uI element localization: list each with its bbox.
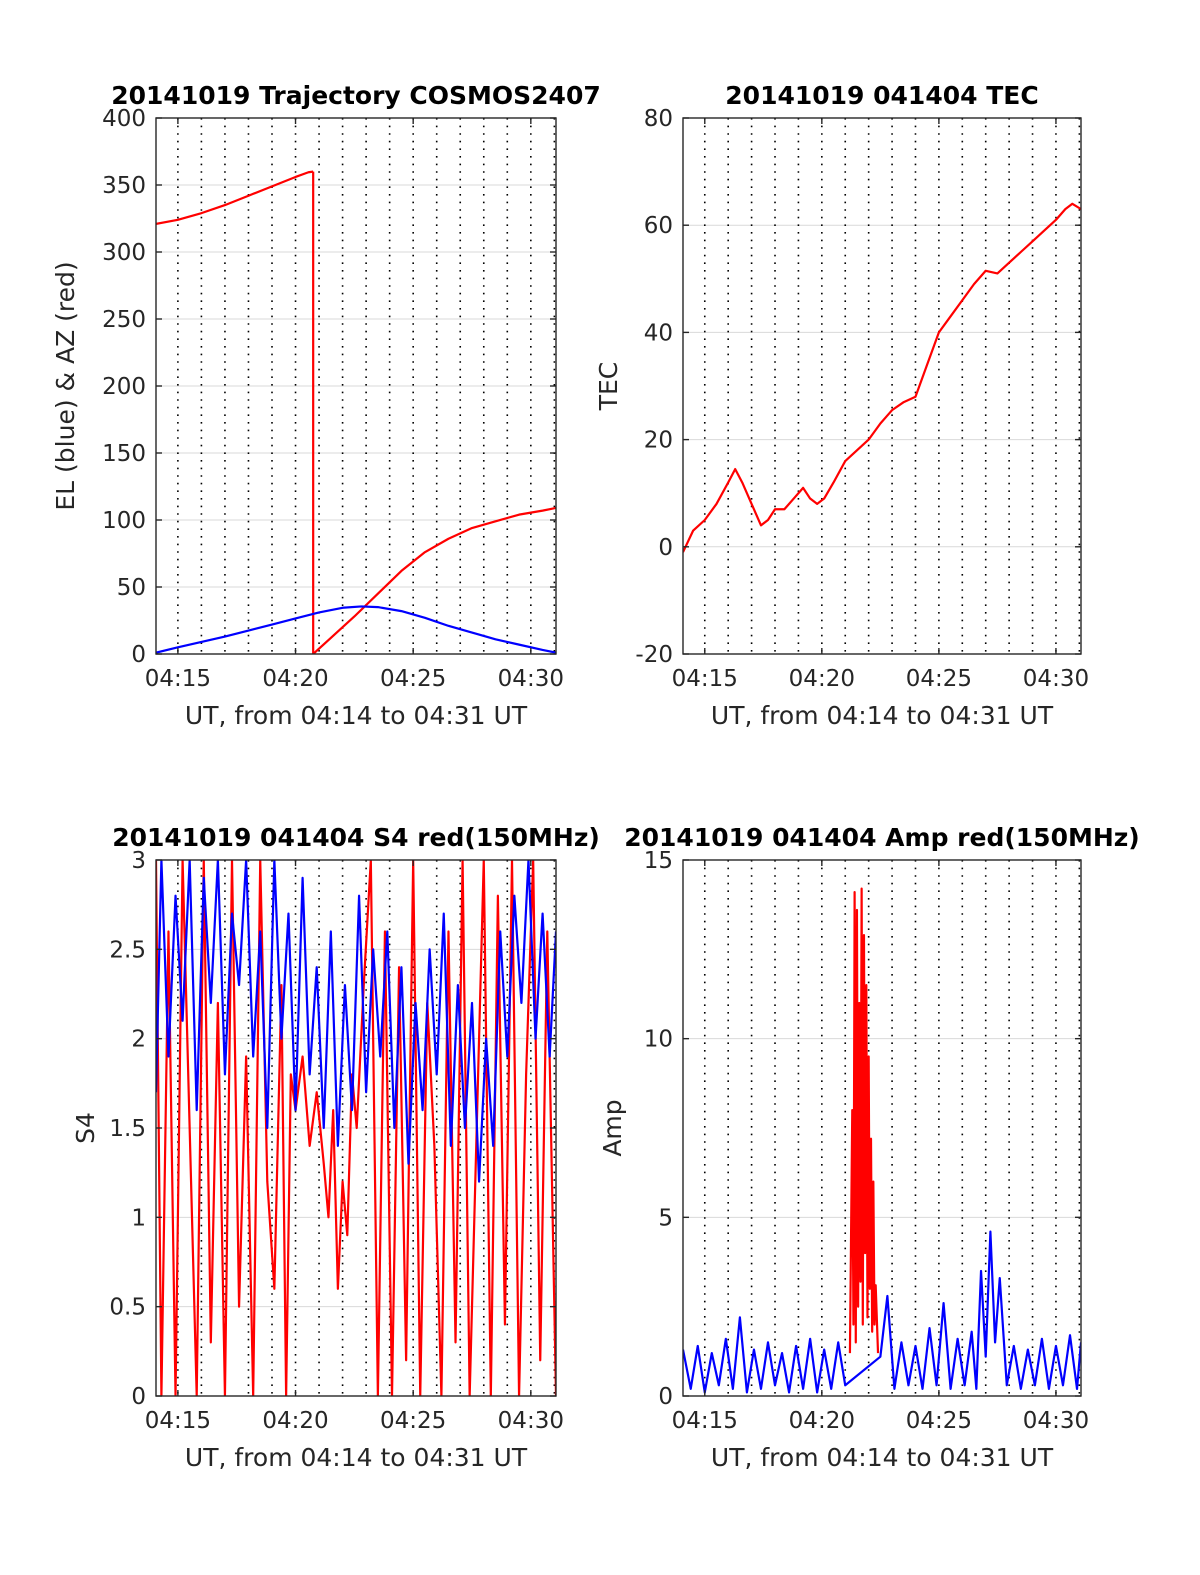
- x-axis-label: UT, from 04:14 to 04:31 UT: [185, 1443, 528, 1472]
- y-tick-label: 400: [102, 106, 146, 132]
- y-tick-label: 250: [102, 307, 146, 333]
- y-tick-label: 5: [658, 1205, 673, 1231]
- x-tick-label: 04:25: [380, 666, 446, 692]
- series-group: [683, 202, 1081, 553]
- series-line-1: [156, 860, 556, 1183]
- x-tick-label: 04:25: [380, 1408, 446, 1434]
- y-tick-label: 3: [131, 848, 146, 874]
- y-tick-label: 0: [131, 1384, 146, 1410]
- series-line-3: [156, 605, 556, 654]
- axes-box: [682, 117, 1082, 655]
- series-group: [683, 887, 1081, 1394]
- y-tick-label: 0: [658, 535, 673, 561]
- y-tick-label: 100: [102, 508, 146, 534]
- x-tick-label: 04:20: [262, 1408, 328, 1434]
- y-axis-label: Amp: [598, 1099, 627, 1156]
- x-tick-label: 04:20: [789, 1408, 855, 1434]
- x-tick-label: 04:15: [672, 1408, 738, 1434]
- y-tick-label: 150: [102, 441, 146, 467]
- y-tick-label: 20: [644, 428, 673, 454]
- y-tick-label: 80: [644, 106, 673, 132]
- y-tick-label: 0: [131, 642, 146, 668]
- x-axis-label: UT, from 04:14 to 04:31 UT: [711, 701, 1054, 730]
- x-tick-label: 04:15: [672, 666, 738, 692]
- y-tick-label: 2: [131, 1027, 146, 1053]
- series-group: [156, 170, 556, 654]
- x-tick-label: 04:30: [1023, 1408, 1089, 1434]
- chart-amp: 0 5 10 15 04:15 04:20 04:25 04:30 20141019 04140…: [598, 823, 1140, 1472]
- x-tick-label: 04:30: [498, 666, 564, 692]
- series-line-1: [683, 1230, 1081, 1394]
- x-tick-label: 04:25: [906, 1408, 972, 1434]
- x-tick-label: 04:20: [262, 666, 328, 692]
- x-tick-label: 04:15: [145, 666, 211, 692]
- y-tick-label: 50: [117, 575, 146, 601]
- y-tick-label: 10: [644, 1027, 673, 1053]
- series-line-0: [156, 170, 314, 225]
- y-tick-label: 1: [131, 1205, 146, 1231]
- series-line-2: [312, 506, 556, 654]
- y-tick-label: 200: [102, 374, 146, 400]
- x-tick-label: 04:30: [1023, 666, 1089, 692]
- chart-s4: 0 0.5 1 1.5 2 2.5 3 04:15 04:20 04:25 04:30 2014101…: [71, 823, 600, 1472]
- x-tick-label: 04:25: [906, 666, 972, 692]
- chart-title: 20141019 041404 S4 red(150MHz): [112, 823, 600, 852]
- x-axis-label: UT, from 04:14 to 04:31 UT: [185, 701, 528, 730]
- series-line-0: [848, 887, 880, 1354]
- y-axis-label: TEC: [594, 362, 623, 412]
- y-axis-label: S4: [71, 1112, 100, 1144]
- chart-trajectory: 0 50 100 150 200 250 300 350 400 04:15 04:20 04:25 0…: [51, 81, 601, 730]
- y-tick-label: -20: [635, 642, 673, 668]
- y-tick-label: 40: [644, 320, 673, 346]
- y-tick-label: 2.5: [109, 937, 146, 963]
- y-tick-label: 15: [644, 848, 673, 874]
- y-tick-label: 0.5: [109, 1295, 146, 1321]
- y-tick-label: 0: [658, 1384, 673, 1410]
- x-tick-label: 04:30: [498, 1408, 564, 1434]
- axes-box: [682, 859, 1082, 1397]
- series-line-0: [683, 202, 1081, 553]
- x-tick-label: 04:20: [789, 666, 855, 692]
- y-tick-label: 300: [102, 240, 146, 266]
- y-axis-label: EL (blue) & AZ (red): [51, 261, 80, 510]
- x-tick-label: 04:15: [145, 1408, 211, 1434]
- chart-title: 20141019 041404 Amp red(150MHz): [624, 823, 1140, 852]
- y-tick-label: 60: [644, 213, 673, 239]
- y-tick-label: 350: [102, 173, 146, 199]
- y-tick-label: 1.5: [109, 1116, 146, 1142]
- chart-title: 20141019 041404 TEC: [725, 81, 1038, 110]
- chart-tec: -20 0 20 40 60 80 04:15 04:20 04:25 04:30 20141019…: [594, 81, 1089, 730]
- series-group: [156, 860, 556, 1396]
- x-axis-label: UT, from 04:14 to 04:31 UT: [711, 1443, 1054, 1472]
- chart-title: 20141019 Trajectory COSMOS2407: [111, 81, 601, 110]
- series-line-0: [156, 860, 556, 1396]
